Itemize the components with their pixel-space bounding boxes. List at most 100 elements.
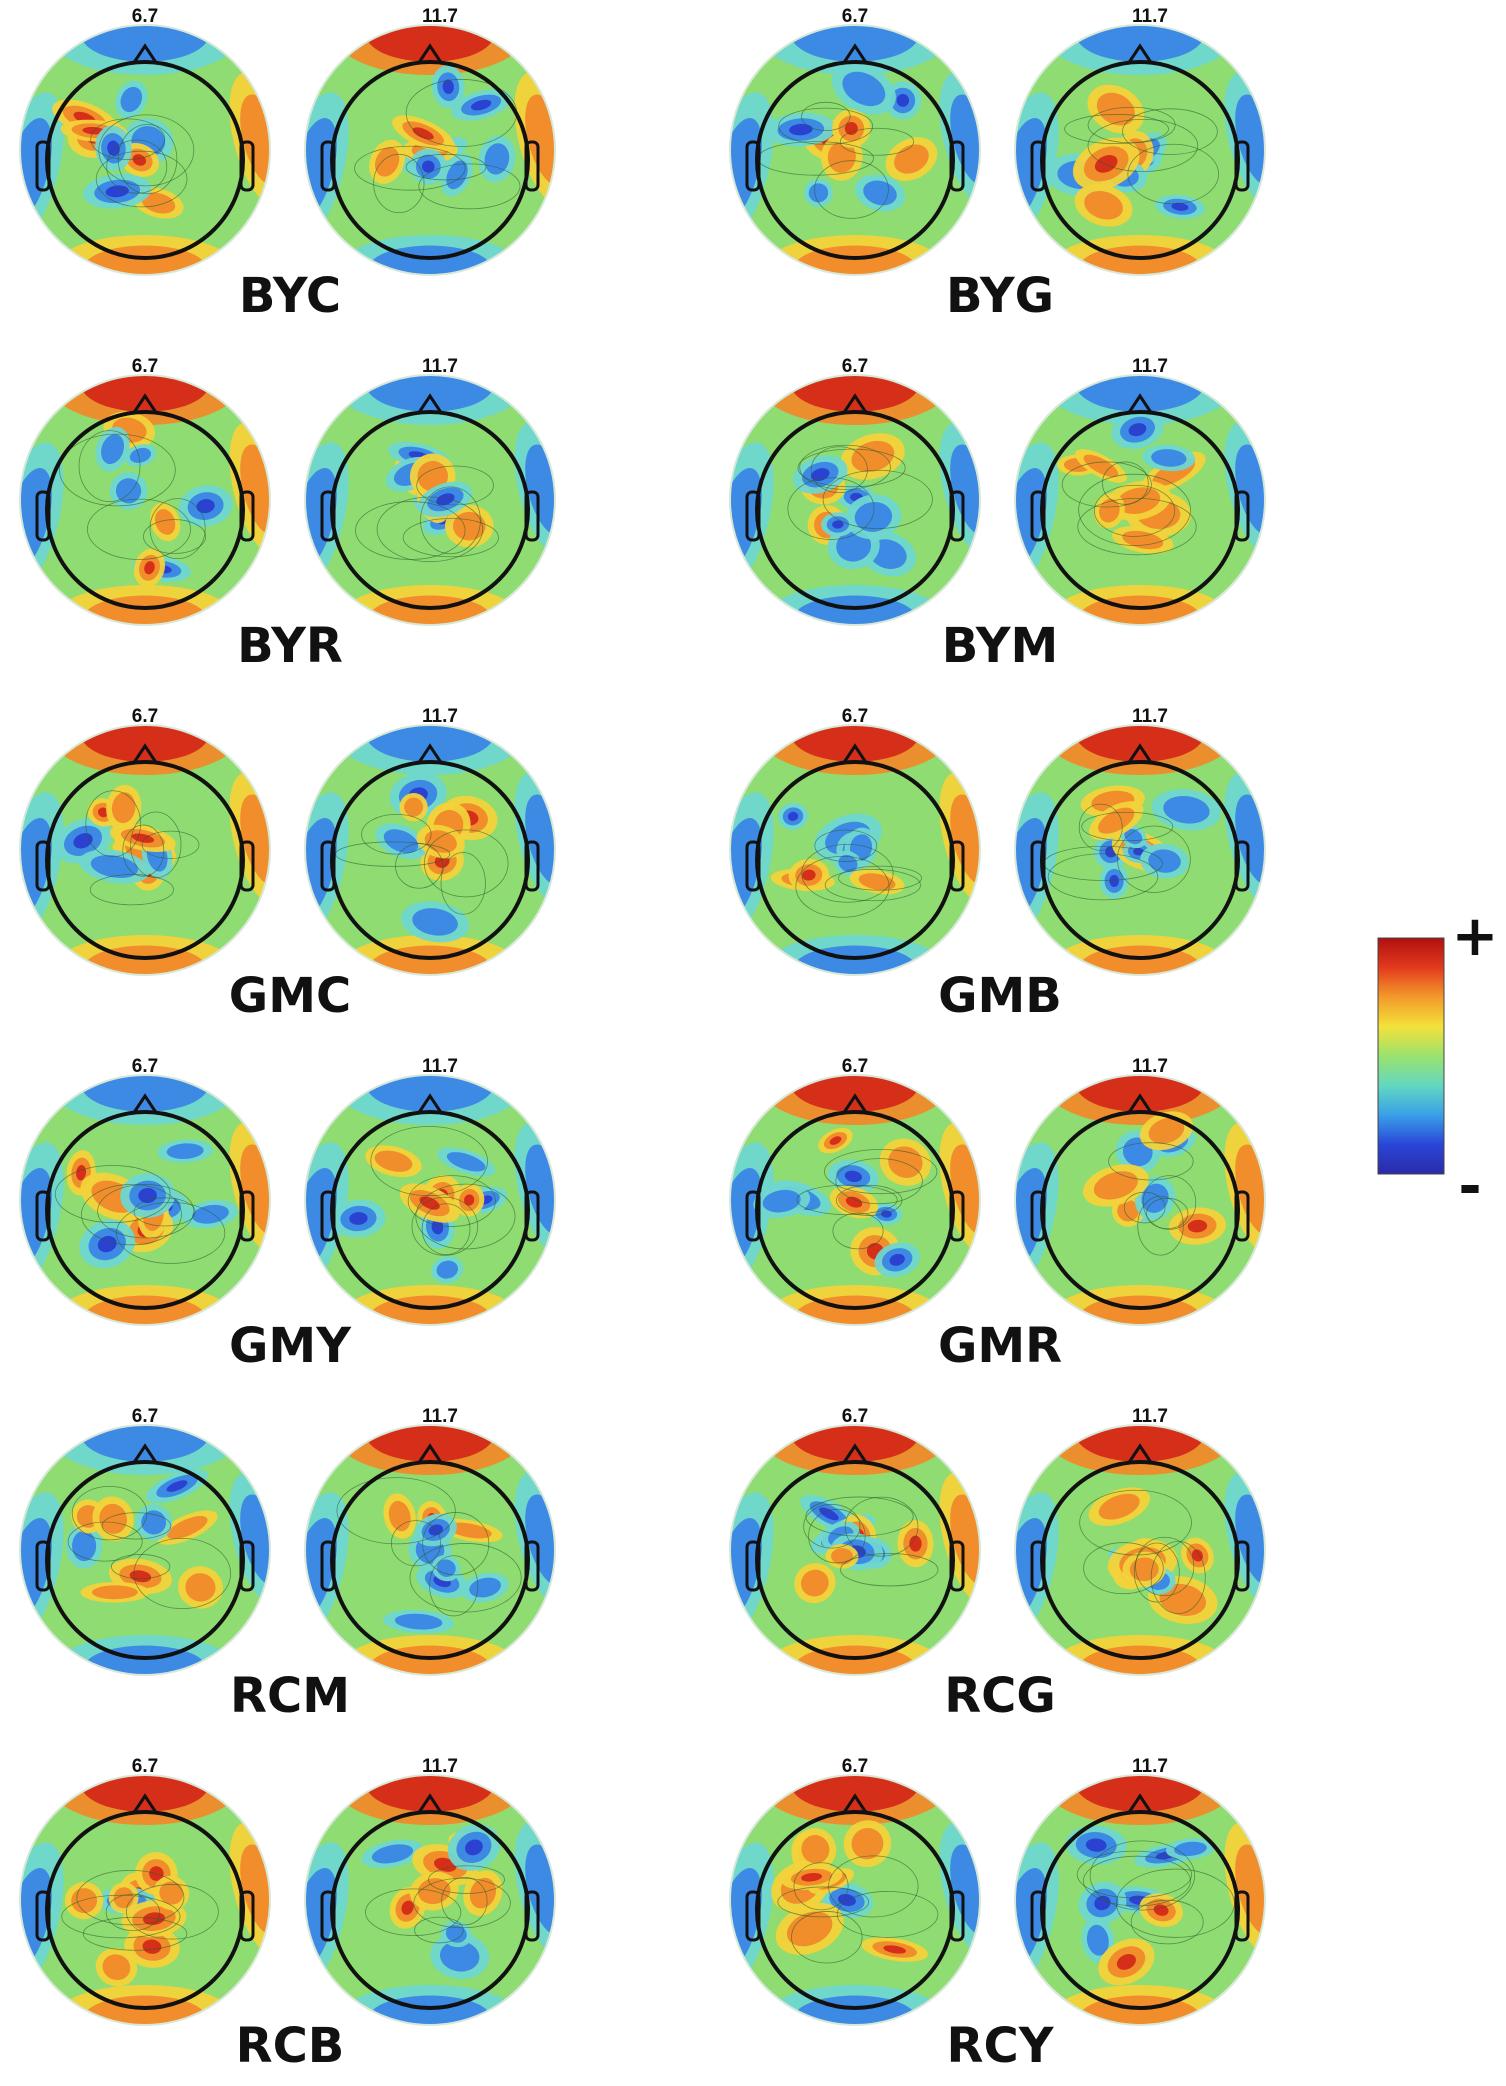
scalp-field xyxy=(305,725,555,975)
scalp-field xyxy=(1015,1775,1265,2025)
left-ear-marker xyxy=(320,1540,336,1592)
right-ear-marker xyxy=(949,1890,965,1942)
head-outline xyxy=(755,1810,955,2010)
scalp-field xyxy=(1015,25,1265,275)
left-ear-marker xyxy=(1030,840,1046,892)
nose-marker xyxy=(841,43,869,65)
nose-marker xyxy=(841,393,869,415)
left-ear-marker xyxy=(35,1540,51,1592)
nose-marker xyxy=(841,1793,869,1815)
head-outline xyxy=(755,1460,955,1660)
scalp-field xyxy=(730,375,980,625)
left-ear-marker xyxy=(320,490,336,542)
left-ear-marker xyxy=(320,1890,336,1942)
frequency-label-left: 6.7 xyxy=(132,6,158,27)
frequency-label-left: 6.7 xyxy=(132,356,158,377)
topomap-left xyxy=(19,24,271,276)
frequency-label-right: 11.7 xyxy=(422,706,458,727)
scalp-field xyxy=(305,375,555,625)
right-ear-marker xyxy=(524,1890,540,1942)
left-ear-marker xyxy=(35,1890,51,1942)
colorbar-max-label: + xyxy=(1452,904,1499,969)
topomap-left xyxy=(19,374,271,626)
left-ear-marker xyxy=(35,840,51,892)
nose-marker xyxy=(131,1443,159,1465)
topomap-left xyxy=(729,374,981,626)
nose-marker xyxy=(416,1093,444,1115)
frequency-label-left: 6.7 xyxy=(842,706,868,727)
topomap-right xyxy=(1014,24,1266,276)
head-outline xyxy=(330,760,530,960)
left-ear-marker xyxy=(320,1190,336,1242)
right-ear-marker xyxy=(949,1190,965,1242)
head-outline xyxy=(330,60,530,260)
left-ear-marker xyxy=(320,140,336,192)
frequency-label-right: 11.7 xyxy=(422,6,458,27)
panel-gmy: 6.7 11.7 GMY xyxy=(19,1056,556,1374)
frequency-label-right: 11.7 xyxy=(422,1406,458,1427)
left-ear-marker xyxy=(1030,490,1046,542)
frequency-label-right: 11.7 xyxy=(1132,1056,1168,1077)
nose-marker xyxy=(131,43,159,65)
condition-label: RCB xyxy=(236,2018,345,2074)
frequency-label-right: 11.7 xyxy=(1132,1756,1168,1777)
scalp-field xyxy=(305,1425,555,1675)
frequency-label-left: 6.7 xyxy=(132,706,158,727)
nose-marker xyxy=(1126,1443,1154,1465)
topomap-right xyxy=(304,1424,556,1676)
panel-bym: 6.7 11.7 BYM xyxy=(729,356,1266,674)
right-ear-marker xyxy=(524,840,540,892)
condition-label: RCY xyxy=(947,2018,1055,2074)
frequency-label-left: 6.7 xyxy=(842,356,868,377)
condition-label: GMB xyxy=(938,968,1062,1024)
left-ear-marker xyxy=(35,140,51,192)
panel-gmc: 6.7 11.7 GMC xyxy=(19,706,556,1024)
frequency-label-left: 6.7 xyxy=(132,1406,158,1427)
panel-byg: 6.7 11.7 BYG xyxy=(729,6,1266,324)
scalp-field xyxy=(20,1425,270,1675)
topomap-right xyxy=(304,1774,556,2026)
condition-label: RCM xyxy=(230,1668,350,1724)
scalp-field xyxy=(730,1775,980,2025)
nose-marker xyxy=(416,1443,444,1465)
topomap-left xyxy=(19,1074,271,1326)
right-ear-marker xyxy=(239,1540,255,1592)
nose-marker xyxy=(131,1793,159,1815)
left-ear-marker xyxy=(320,840,336,892)
topomap-left xyxy=(729,1074,981,1326)
head-outline xyxy=(45,1110,245,1310)
condition-label: GMC xyxy=(229,968,351,1024)
scalp-field xyxy=(20,25,270,275)
left-ear-marker xyxy=(745,1540,761,1592)
panel-rcg: 6.7 11.7 RCG xyxy=(729,1406,1266,1724)
head-outline xyxy=(330,1460,530,1660)
topomap-left xyxy=(19,1774,271,2026)
left-ear-marker xyxy=(745,490,761,542)
scalp-field xyxy=(20,1075,270,1325)
right-ear-marker xyxy=(949,840,965,892)
topomap-right xyxy=(1014,1074,1266,1326)
head-outline xyxy=(1040,1810,1240,2010)
frequency-label-left: 6.7 xyxy=(842,1756,868,1777)
head-outline xyxy=(755,410,955,610)
right-ear-marker xyxy=(239,140,255,192)
frequency-label-left: 6.7 xyxy=(842,6,868,27)
panel-gmr: 6.7 11.7 GMR xyxy=(729,1056,1266,1374)
topomap-right xyxy=(304,1074,556,1326)
head-outline xyxy=(330,410,530,610)
left-ear-marker xyxy=(35,1190,51,1242)
head-outline xyxy=(45,760,245,960)
condition-label: BYM xyxy=(942,618,1058,674)
right-ear-marker xyxy=(239,1190,255,1242)
scalp-field xyxy=(730,1075,980,1325)
head-outline xyxy=(755,1110,955,1310)
nose-marker xyxy=(416,743,444,765)
nose-marker xyxy=(1126,743,1154,765)
left-ear-marker xyxy=(1030,140,1046,192)
right-ear-marker xyxy=(239,840,255,892)
left-ear-marker xyxy=(745,1190,761,1242)
frequency-label-left: 6.7 xyxy=(842,1056,868,1077)
nose-marker xyxy=(1126,43,1154,65)
frequency-label-right: 11.7 xyxy=(1132,356,1168,377)
